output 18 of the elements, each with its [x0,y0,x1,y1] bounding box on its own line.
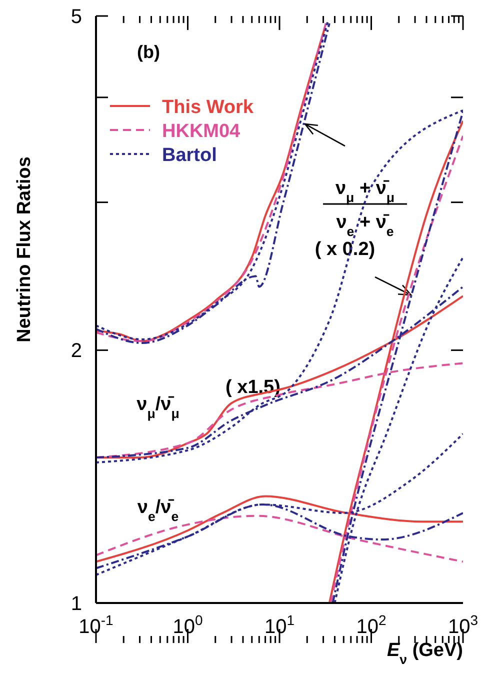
annotation: ν$_{μ}$/ν̄$_{μ}$ [136,394,180,420]
x-tick-label: 10$^{1}$ [264,612,295,638]
x-tick-label: 10$^{0}$ [172,612,203,638]
annotation: ν$_{e}$/ν̄$_{e}$ [137,497,179,524]
x-tick-label: 10$^{3}$ [448,612,478,638]
x-tick-label: 10$^{-1}$ [78,612,114,638]
y-tick-label: 1 [70,593,82,615]
annotation: ν$_{e}$ + ν̄$_{e}$ [336,212,394,238]
legend-label: HKKM04 [162,121,241,142]
annotation: (b) [137,42,160,62]
y-tick-label: 5 [70,6,82,28]
x-tick-label: 10$^{2}$ [356,612,386,638]
legend-label: This Work [162,97,254,118]
annotation: ( x 0.2) [314,239,376,260]
x-axis-title: E$_{ν}$ (GeV) [386,640,463,666]
legend-label: Bartol [162,145,217,166]
y-tick-label: 2 [70,340,82,362]
y-axis-title: Neutrino Flux Ratios [14,156,35,342]
